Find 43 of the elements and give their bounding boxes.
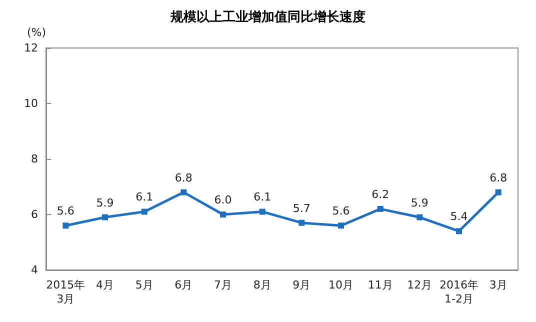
point xyxy=(377,206,384,212)
data-label: 5.9 xyxy=(410,196,428,210)
x-tick-label: 6月 xyxy=(174,278,193,292)
y-tick-label: 6 xyxy=(31,208,38,221)
x-tick-label: 2015年 3月 xyxy=(46,278,86,306)
data-label: 6.0 xyxy=(214,194,232,206)
x-tick-label: 9月 xyxy=(292,278,311,292)
data-label: 6.8 xyxy=(174,171,192,184)
chart-title: 规模以上工业增加值同比增长速度 xyxy=(170,9,366,25)
point xyxy=(220,212,226,218)
y-tick-label: 4 xyxy=(31,264,38,276)
point xyxy=(298,220,305,226)
point xyxy=(102,214,108,220)
point xyxy=(456,228,462,234)
x-tick-label: 4月 xyxy=(96,278,114,292)
y-tick-label: 8 xyxy=(31,152,38,166)
data-label: 5.7 xyxy=(292,202,310,215)
x-tick-label: 7月 xyxy=(214,278,232,292)
x-tick-label: 3月 xyxy=(489,278,508,292)
x-tick-label: 8月 xyxy=(253,278,272,292)
data-label: 5.6 xyxy=(332,204,350,218)
y-tick-label: 10 xyxy=(24,97,38,110)
point xyxy=(338,222,344,229)
point xyxy=(180,189,187,196)
point xyxy=(416,214,423,220)
x-tick-label: 10月 xyxy=(328,278,354,292)
point xyxy=(141,208,148,215)
x-tick-label: 12月 xyxy=(407,278,432,292)
y-axis-title: (%) xyxy=(26,26,46,39)
data-label: 6.2 xyxy=(372,188,390,201)
x-tick-label: 11月 xyxy=(368,278,393,292)
data-label: 5.4 xyxy=(450,210,468,224)
data-label: 6.1 xyxy=(254,190,272,204)
data-label: 6.1 xyxy=(136,190,154,204)
point xyxy=(259,208,266,215)
data-label: 5.6 xyxy=(56,204,74,218)
data-label: 6.8 xyxy=(490,171,508,184)
x-tick-label: 5月 xyxy=(135,278,154,292)
x-tick-label: 2016年 1-2月 xyxy=(440,278,478,306)
point xyxy=(62,222,69,229)
data-label: 5.9 xyxy=(96,196,114,210)
y-tick-label: 12 xyxy=(24,42,38,54)
point xyxy=(495,189,502,196)
